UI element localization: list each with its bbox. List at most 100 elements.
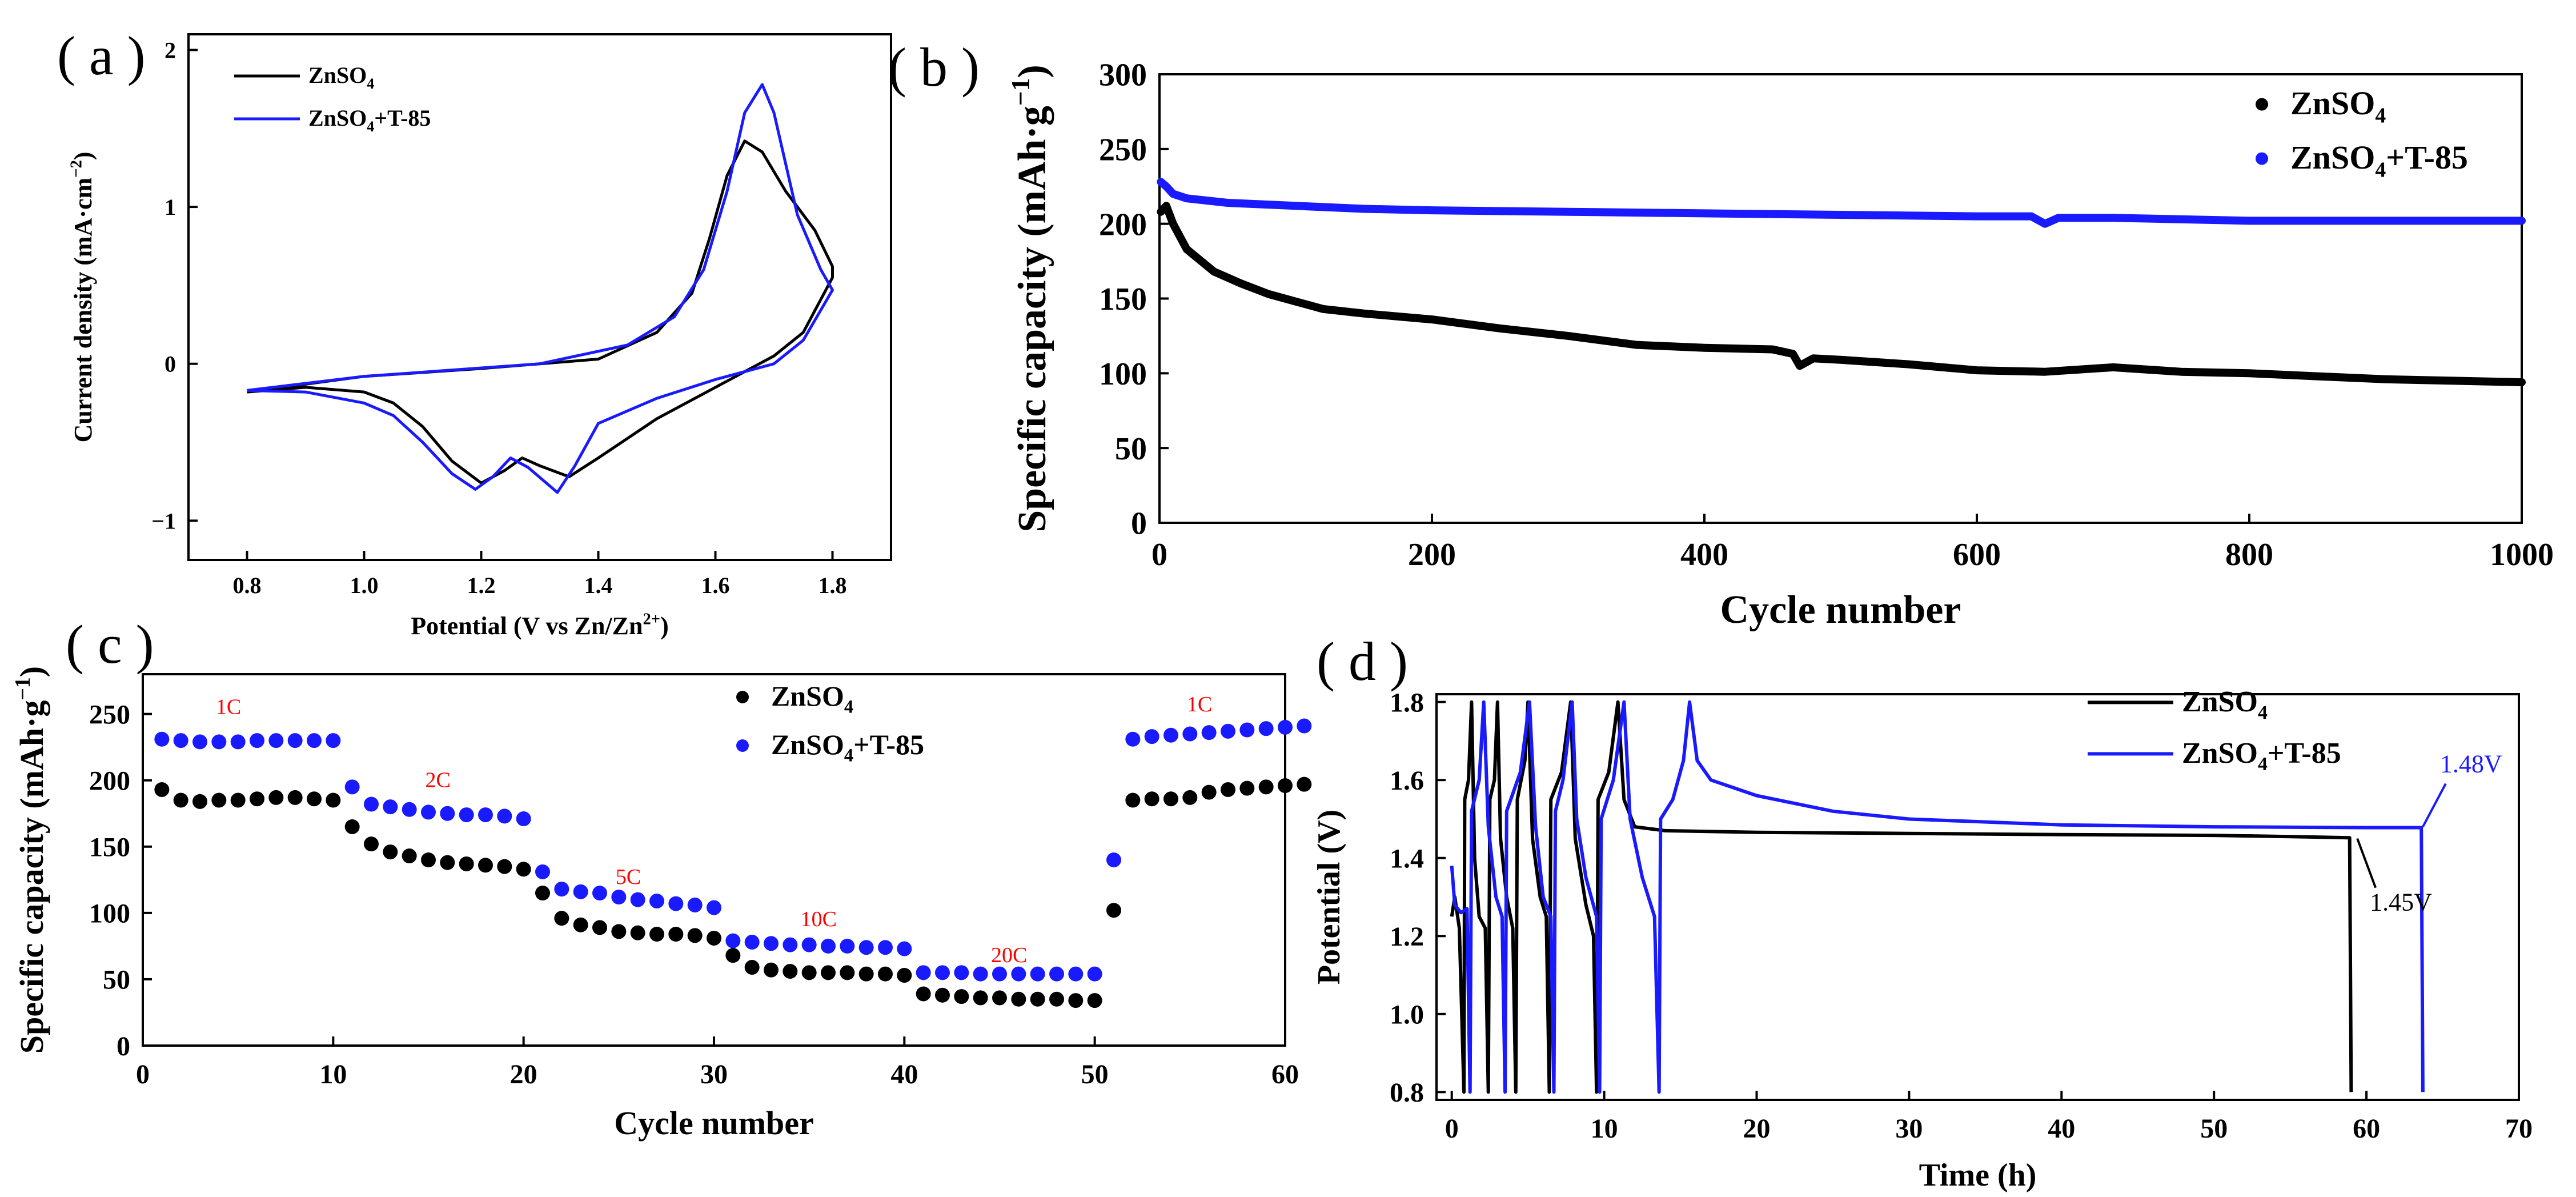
x-tick-label: 200 [1408, 537, 1456, 573]
data-point [554, 911, 569, 926]
rate-label: 5C [616, 865, 641, 889]
data-point [954, 965, 969, 980]
data-point [173, 792, 188, 808]
x-tick-label: 800 [2225, 537, 2273, 573]
x-tick-label: 30 [700, 1059, 728, 1090]
data-point [478, 858, 493, 873]
chart-b: 0 200 400 600 800 1000 0 50 100 150 200 250 300 Cycle… [1006, 58, 2554, 632]
data-point [1106, 903, 1121, 918]
rate-label: 1C [216, 695, 241, 719]
y-tick-label: 0 [1131, 506, 1147, 542]
data-point [250, 791, 264, 807]
data-point [402, 802, 417, 817]
data-point [364, 836, 379, 852]
legend-marker [736, 691, 749, 703]
y-tick-label: 2 [164, 37, 176, 63]
legend-label: ZnSO4 [2182, 686, 2268, 723]
y-tick-label: 100 [1099, 357, 1147, 392]
data-point [1182, 790, 1198, 805]
x-tick-label: 1.0 [350, 573, 379, 598]
data-point [878, 966, 893, 982]
data-point [1030, 991, 1045, 1007]
panel-label-a: ( a ) [57, 25, 146, 86]
data-point [764, 936, 779, 951]
x-tick-label: 0 [1445, 1114, 1459, 1144]
data-point [287, 790, 303, 805]
y-tick-label: −1 [151, 508, 176, 534]
data-point [973, 966, 988, 982]
data-point [344, 819, 360, 834]
data-point [1087, 966, 1102, 982]
rate-label: 10C [801, 907, 837, 931]
data-point [992, 966, 1007, 982]
data-point [402, 848, 417, 864]
data-point [1163, 791, 1178, 807]
x-tick-label: 1.6 [701, 573, 730, 598]
data-point [1144, 729, 1159, 744]
y-tick-label: 1.4 [1390, 844, 1424, 874]
x-tick-label: 0 [1151, 537, 1167, 573]
data-point [821, 965, 836, 980]
legend-label: ZnSO4 [308, 62, 374, 92]
data-point [364, 796, 379, 812]
y-axis-title: Potential (V) [1311, 810, 1347, 984]
data-point [230, 734, 246, 750]
data-point [326, 792, 341, 808]
data-point [1258, 721, 1274, 736]
data-point [192, 734, 207, 750]
data-point [935, 987, 950, 1003]
y-tick-label: 200 [89, 766, 130, 796]
data-point [535, 864, 550, 879]
x-tick-label: 10 [1591, 1114, 1618, 1144]
x-axis-title: Time (h) [1919, 1158, 2037, 1193]
legend-label: ZnSO4+T-85 [2290, 139, 2468, 182]
data-point [840, 965, 855, 980]
data-point [954, 989, 969, 1004]
rate-label: 20C [991, 943, 1027, 967]
data-point [173, 733, 188, 748]
data-point [1201, 784, 1217, 800]
x-tick-label: 50 [1081, 1059, 1109, 1090]
data-point [478, 807, 493, 823]
y-tick-label: 1.0 [1390, 1000, 1424, 1030]
chart-c: 0 10 20 30 40 50 60 0 50 100 150 200 250 Cycle number… [11, 666, 1312, 1142]
series-trace-1 [1157, 178, 2526, 228]
series-line-0 [1450, 700, 2353, 1094]
x-tick-label: 600 [1953, 537, 2001, 573]
y-axis-title: Specific capacity (mAh·g−1) [1006, 65, 1054, 533]
y-axis-title: Specific capacity (mAh·g−1) [11, 666, 50, 1054]
data-point [744, 960, 760, 975]
y-tick-label: 200 [1099, 207, 1147, 242]
x-tick-label: 1.4 [584, 573, 613, 598]
data-point [211, 734, 227, 750]
legend-marker [2256, 152, 2268, 165]
data-point [687, 928, 703, 943]
rate-label: 1C [1187, 692, 1212, 716]
data-point [1125, 792, 1141, 808]
data-point [1278, 778, 1293, 793]
x-tick-label: 30 [1895, 1114, 1923, 1144]
data-point [1068, 993, 1084, 1008]
x-tick-label: 1.2 [467, 573, 496, 598]
x-tick-label: 70 [2505, 1114, 2533, 1144]
panel-label-d: ( d ) [1317, 631, 1408, 692]
x-tick-label: 20 [1743, 1114, 1770, 1144]
data-point [573, 917, 588, 932]
data-point [440, 806, 455, 821]
data-point [707, 900, 721, 915]
annotation-arrow [2356, 838, 2377, 888]
data-point [611, 890, 627, 904]
data-point [440, 855, 455, 870]
data-point [554, 882, 569, 897]
legend-label: ZnSO4+T-85 [771, 728, 924, 766]
data-point [1011, 966, 1026, 982]
data-point [383, 799, 398, 815]
y-tick-label: 50 [103, 965, 130, 995]
data-point [592, 886, 607, 901]
data-point [1163, 727, 1178, 743]
data-point [858, 966, 874, 982]
panel-label-c: ( c ) [66, 614, 154, 675]
y-tick-label: 0 [117, 1031, 130, 1062]
annotation-arrow [2422, 783, 2447, 828]
